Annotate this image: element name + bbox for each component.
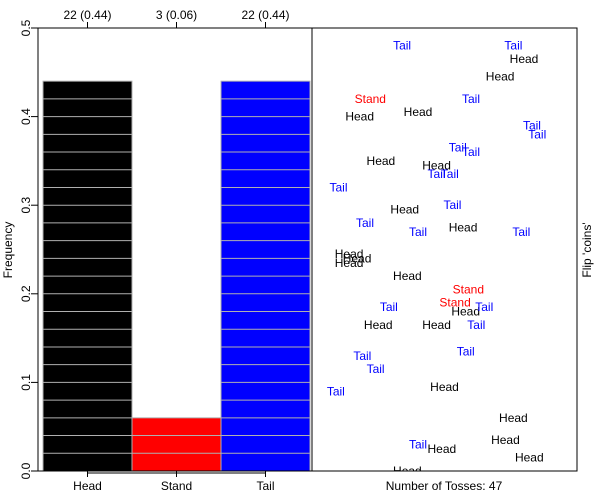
toss-label-tail: Tail	[457, 344, 475, 358]
toss-label-head: Head	[430, 380, 459, 394]
top-count-axis: 22 (0.44) 3 (0.06) 22 (0.44)	[63, 8, 290, 29]
toss-label-head: Head	[422, 318, 451, 332]
toss-label-head: Head	[515, 451, 544, 465]
toss-label-head: Head	[393, 269, 422, 283]
toss-label-tail: Tail	[367, 362, 385, 376]
toss-label-stand: Stand	[453, 282, 484, 296]
toss-label-tail: Tail	[475, 300, 493, 314]
toss-label-group: Tail TailHeadHeadStandHeadTailTailHeadTai…	[327, 39, 546, 478]
toss-label-tail: Tail	[443, 198, 461, 212]
top-count-label: 22 (0.44)	[63, 8, 111, 22]
toss-label-tail: Tail	[449, 141, 467, 155]
toss-label-head: Head	[390, 203, 419, 217]
toss-label-tail: Tail	[512, 225, 530, 239]
y-tick-label: 0.5	[19, 19, 33, 36]
y-tick-label: 0.4	[19, 108, 33, 125]
toss-label-head: Head	[428, 442, 457, 456]
toss-label-tail: Tail	[409, 225, 427, 239]
toss-label-tail: Tail	[380, 300, 398, 314]
top-count-label: 3 (0.06)	[156, 8, 197, 22]
x-tick-label: Tail	[256, 479, 274, 493]
toss-label-tail: Tail	[523, 118, 541, 132]
y-tick-label: 0.2	[19, 285, 33, 302]
toss-label-head: Head	[451, 305, 480, 319]
toss-count-caption: Number of Tosses: 47	[386, 479, 503, 493]
toss-label-tail: Tail	[356, 216, 374, 230]
x-tick-label: Head	[73, 479, 102, 493]
toss-label-tail: Tail	[393, 39, 411, 53]
y-axis: 0.0 0.1 0.2 0.3 0.4 0.5	[19, 19, 39, 479]
toss-label-head: Head	[449, 220, 478, 234]
toss-label-head: Head	[499, 411, 528, 425]
y-tick-label: 0.0	[19, 462, 33, 479]
x-tick-label: Stand	[161, 479, 192, 493]
toss-label-head: Head	[404, 105, 433, 119]
toss-label-head: Head	[422, 158, 451, 172]
right-side-label: Flip 'coins'	[580, 222, 594, 277]
y-tick-label: 0.1	[19, 374, 33, 391]
x-axis: Head Stand Tail	[73, 471, 275, 493]
toss-label-tail: Tail	[462, 145, 480, 159]
toss-label-head: Head	[393, 464, 422, 478]
bar-stand	[131, 417, 222, 472]
toss-label-tail: Tail	[409, 437, 427, 451]
bar-group	[42, 80, 311, 472]
y-axis-label: Frequency	[1, 222, 15, 279]
toss-label-tail: Tail	[462, 92, 480, 106]
toss-label-head: Head	[491, 433, 520, 447]
toss-label-tail: Tail	[467, 318, 485, 332]
toss-label-tail: Tail	[441, 167, 459, 181]
toss-label-tail: Tail	[327, 384, 345, 398]
toss-label-head: Head	[335, 247, 364, 261]
toss-label-head: Head	[510, 52, 539, 66]
toss-label-tail: Tail	[428, 167, 446, 181]
toss-label-tail: Tail	[329, 180, 347, 194]
toss-label-head: Head	[486, 70, 515, 84]
toss-label-tail: Tail	[353, 349, 371, 363]
toss-label-head: Head	[335, 256, 364, 270]
toss-label-tail: Tail	[528, 127, 546, 141]
y-tick-label: 0.3	[19, 197, 33, 214]
toss-label-tail: Tail	[504, 39, 522, 53]
toss-label-head: Head	[343, 251, 372, 265]
top-count-label: 22 (0.44)	[241, 8, 289, 22]
toss-label-stand: Stand	[439, 296, 470, 310]
toss-label-head: Head	[345, 110, 374, 124]
toss-label-head: Head	[364, 318, 393, 332]
toss-label-stand: Stand	[355, 92, 386, 106]
toss-label-head: Head	[367, 154, 396, 168]
